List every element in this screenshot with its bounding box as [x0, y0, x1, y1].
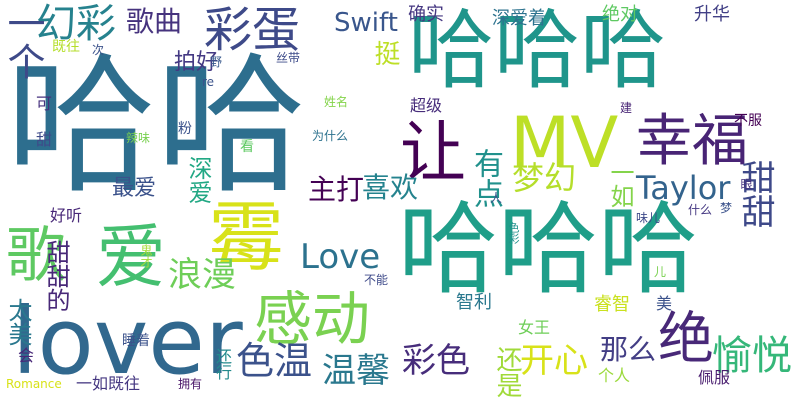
- cloud-word: MV: [510, 102, 619, 184]
- cloud-word: 个人: [598, 366, 631, 385]
- cloud-word: 什么: [688, 203, 713, 217]
- cloud-word: 挺: [370, 40, 400, 66]
- cloud-word: 还行: [213, 348, 232, 380]
- cloud-word: 次: [92, 43, 105, 57]
- cloud-word: 可: [36, 94, 53, 113]
- cloud-word: 丝带: [276, 51, 301, 65]
- cloud-word: 开心: [520, 341, 588, 381]
- cloud-word: 梦幻: [512, 159, 577, 197]
- cloud-word: 睡着: [122, 333, 150, 349]
- cloud-word: Love: [300, 237, 381, 277]
- cloud-word: 彩色: [402, 341, 470, 381]
- cloud-word: 哈哈: [6, 40, 307, 214]
- cloud-word: 歌: [6, 221, 66, 291]
- cloud-word: 睿智: [594, 294, 630, 315]
- cloud-word: 粉: [178, 121, 192, 137]
- cloud-word: 甜: [36, 130, 53, 149]
- cloud-word: re: [202, 75, 215, 89]
- cloud-word: 深爱: [184, 156, 212, 204]
- cloud-word: Taylor: [636, 169, 731, 207]
- cloud-word: 浪漫: [168, 255, 236, 295]
- cloud-word: 色温: [236, 339, 313, 383]
- cloud-word: 温馨: [322, 351, 390, 391]
- cloud-word: 拥有: [178, 377, 203, 391]
- cloud-word: 不服: [734, 113, 762, 129]
- cloud-word: 幸福: [636, 109, 748, 174]
- cloud-word: 最爱: [112, 176, 157, 201]
- cloud-word: 爱: [96, 216, 166, 298]
- cloud-word: 哈哈哈: [408, 1, 666, 101]
- cloud-word: 好听: [50, 206, 83, 225]
- cloud-word: 感动: [254, 285, 371, 353]
- cloud-word: 甜甜的: [42, 240, 70, 312]
- cloud-word: 升华: [694, 4, 730, 25]
- cloud-word: Romance: [6, 377, 62, 391]
- cloud-word: Swift: [334, 8, 398, 38]
- cloud-word: 姓名: [324, 95, 349, 109]
- cloud-word: 建: [620, 101, 633, 115]
- cloud-word: 一如既往: [76, 374, 141, 393]
- cloud-word: 辣味: [126, 131, 151, 145]
- cloud-word: 味儿: [636, 211, 661, 225]
- cloud-word: 为什么: [312, 129, 349, 143]
- cloud-word: 超级: [410, 96, 443, 115]
- cloud-word: 会: [18, 346, 35, 365]
- cloud-word: 霉: [208, 193, 284, 282]
- cloud-word: 美: [656, 294, 673, 313]
- cloud-word: 太美: [4, 298, 32, 346]
- cloud-word: 歌曲: [126, 5, 183, 38]
- cloud-word: 女王: [518, 318, 551, 337]
- cloud-word: 一如: [606, 160, 634, 208]
- cloud-word: 愉悦: [712, 333, 792, 379]
- cloud-word: 眼: [739, 178, 753, 190]
- cloud-word: 还是: [492, 346, 522, 398]
- cloud-word: 绝: [658, 307, 714, 372]
- cloud-word: 一个: [1, 4, 45, 80]
- cloud-word: 儿: [654, 265, 667, 279]
- cloud-word: 主打: [308, 173, 365, 206]
- cloud-word: 甜甜: [735, 160, 775, 228]
- cloud-word: 幻彩: [36, 1, 116, 47]
- cloud-word: 有点: [468, 148, 503, 208]
- cloud-word: 确实: [408, 4, 444, 25]
- cloud-word: 野: [210, 55, 223, 69]
- cloud-word: 智利: [456, 292, 492, 313]
- cloud-word: 不能: [364, 273, 389, 287]
- cloud-word: 佩服: [698, 368, 731, 387]
- cloud-word: 梦: [720, 201, 733, 215]
- cloud-word: 喜欢: [362, 171, 419, 204]
- cloud-word: 让: [400, 114, 466, 191]
- cloud-word: 哈哈哈: [398, 191, 698, 308]
- cloud-word: 那么: [600, 333, 657, 366]
- cloud-word: 看: [240, 139, 254, 155]
- cloud-word: 彩蛋: [204, 2, 301, 58]
- cloud-word: lover: [12, 288, 243, 395]
- cloud-word: 既往: [52, 39, 80, 55]
- cloud-word: 绝对: [602, 4, 638, 25]
- cloud-word: 鬼才: [139, 244, 153, 268]
- cloud-word: 深爱着: [492, 8, 546, 29]
- cloud-word: 人: [490, 191, 503, 205]
- cloud-word: 拍好: [174, 50, 219, 75]
- cloud-word: 色彩: [507, 222, 520, 244]
